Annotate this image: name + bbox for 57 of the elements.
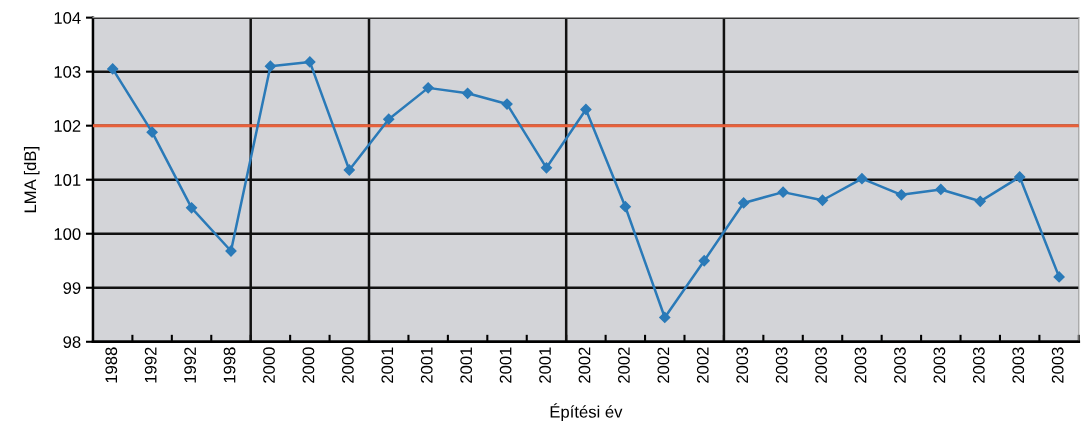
x-tick-label: 2001 (499, 347, 512, 383)
x-tick-label: 1998 (223, 347, 236, 383)
y-tick-label: 99 (63, 282, 81, 294)
y-tick-label: 102 (54, 120, 81, 132)
x-tick-label: 2003 (736, 347, 749, 383)
point (304, 56, 316, 68)
y-tick-label: 104 (54, 12, 81, 24)
point (343, 164, 355, 176)
x-tick-label: 2003 (854, 347, 867, 383)
point (264, 60, 277, 72)
point (146, 126, 158, 138)
point (895, 189, 907, 201)
x-tick-label: 2002 (657, 347, 670, 383)
point (619, 201, 631, 213)
x-tick-label: 2001 (420, 347, 433, 383)
y-tick-label: 100 (54, 228, 81, 240)
x-tick-label: 2000 (341, 347, 354, 383)
point (856, 173, 868, 185)
point (738, 197, 750, 209)
point (422, 82, 434, 94)
x-tick-label: 2003 (1051, 347, 1064, 383)
x-tick-label: 2003 (933, 347, 946, 383)
x-tick-label: 2003 (815, 347, 827, 383)
point (659, 311, 671, 324)
point (777, 186, 789, 198)
x-tick-label: 1988 (105, 347, 118, 383)
point (698, 255, 710, 267)
x-tick-label: 2003 (972, 347, 985, 383)
x-tick-label: 1992 (184, 347, 197, 383)
point (580, 103, 592, 116)
point (540, 162, 553, 174)
y-axis-title: LMA [dB] (23, 147, 40, 213)
x-tick-label: 2003 (775, 347, 788, 383)
y-tick-label: 103 (54, 66, 81, 78)
x-tick-label: 2002 (578, 347, 591, 383)
point (383, 113, 395, 125)
y-tick-label: 98 (63, 336, 81, 348)
point (974, 195, 986, 207)
x-tick-label: 1992 (144, 347, 157, 383)
point (1053, 271, 1065, 283)
point (816, 194, 829, 206)
x-tick-label: 2002 (618, 347, 630, 383)
x-tick-label: 2000 (302, 347, 315, 383)
x-tick-label: 2002 (696, 347, 709, 383)
x-tick-label: 2000 (263, 347, 275, 383)
x-tick-label: 2003 (894, 347, 906, 383)
x-tick-label: 2001 (539, 347, 551, 383)
point (1014, 171, 1026, 183)
point (935, 183, 947, 196)
x-tick-label: 2001 (460, 347, 473, 383)
x-tick-label: 2003 (1012, 347, 1025, 383)
x-tick-label: 2001 (381, 347, 394, 383)
x-axis-title: Építési év (550, 403, 623, 422)
point (185, 202, 198, 214)
y-tick-label: 101 (54, 174, 81, 186)
point (107, 63, 119, 75)
point (461, 87, 474, 99)
